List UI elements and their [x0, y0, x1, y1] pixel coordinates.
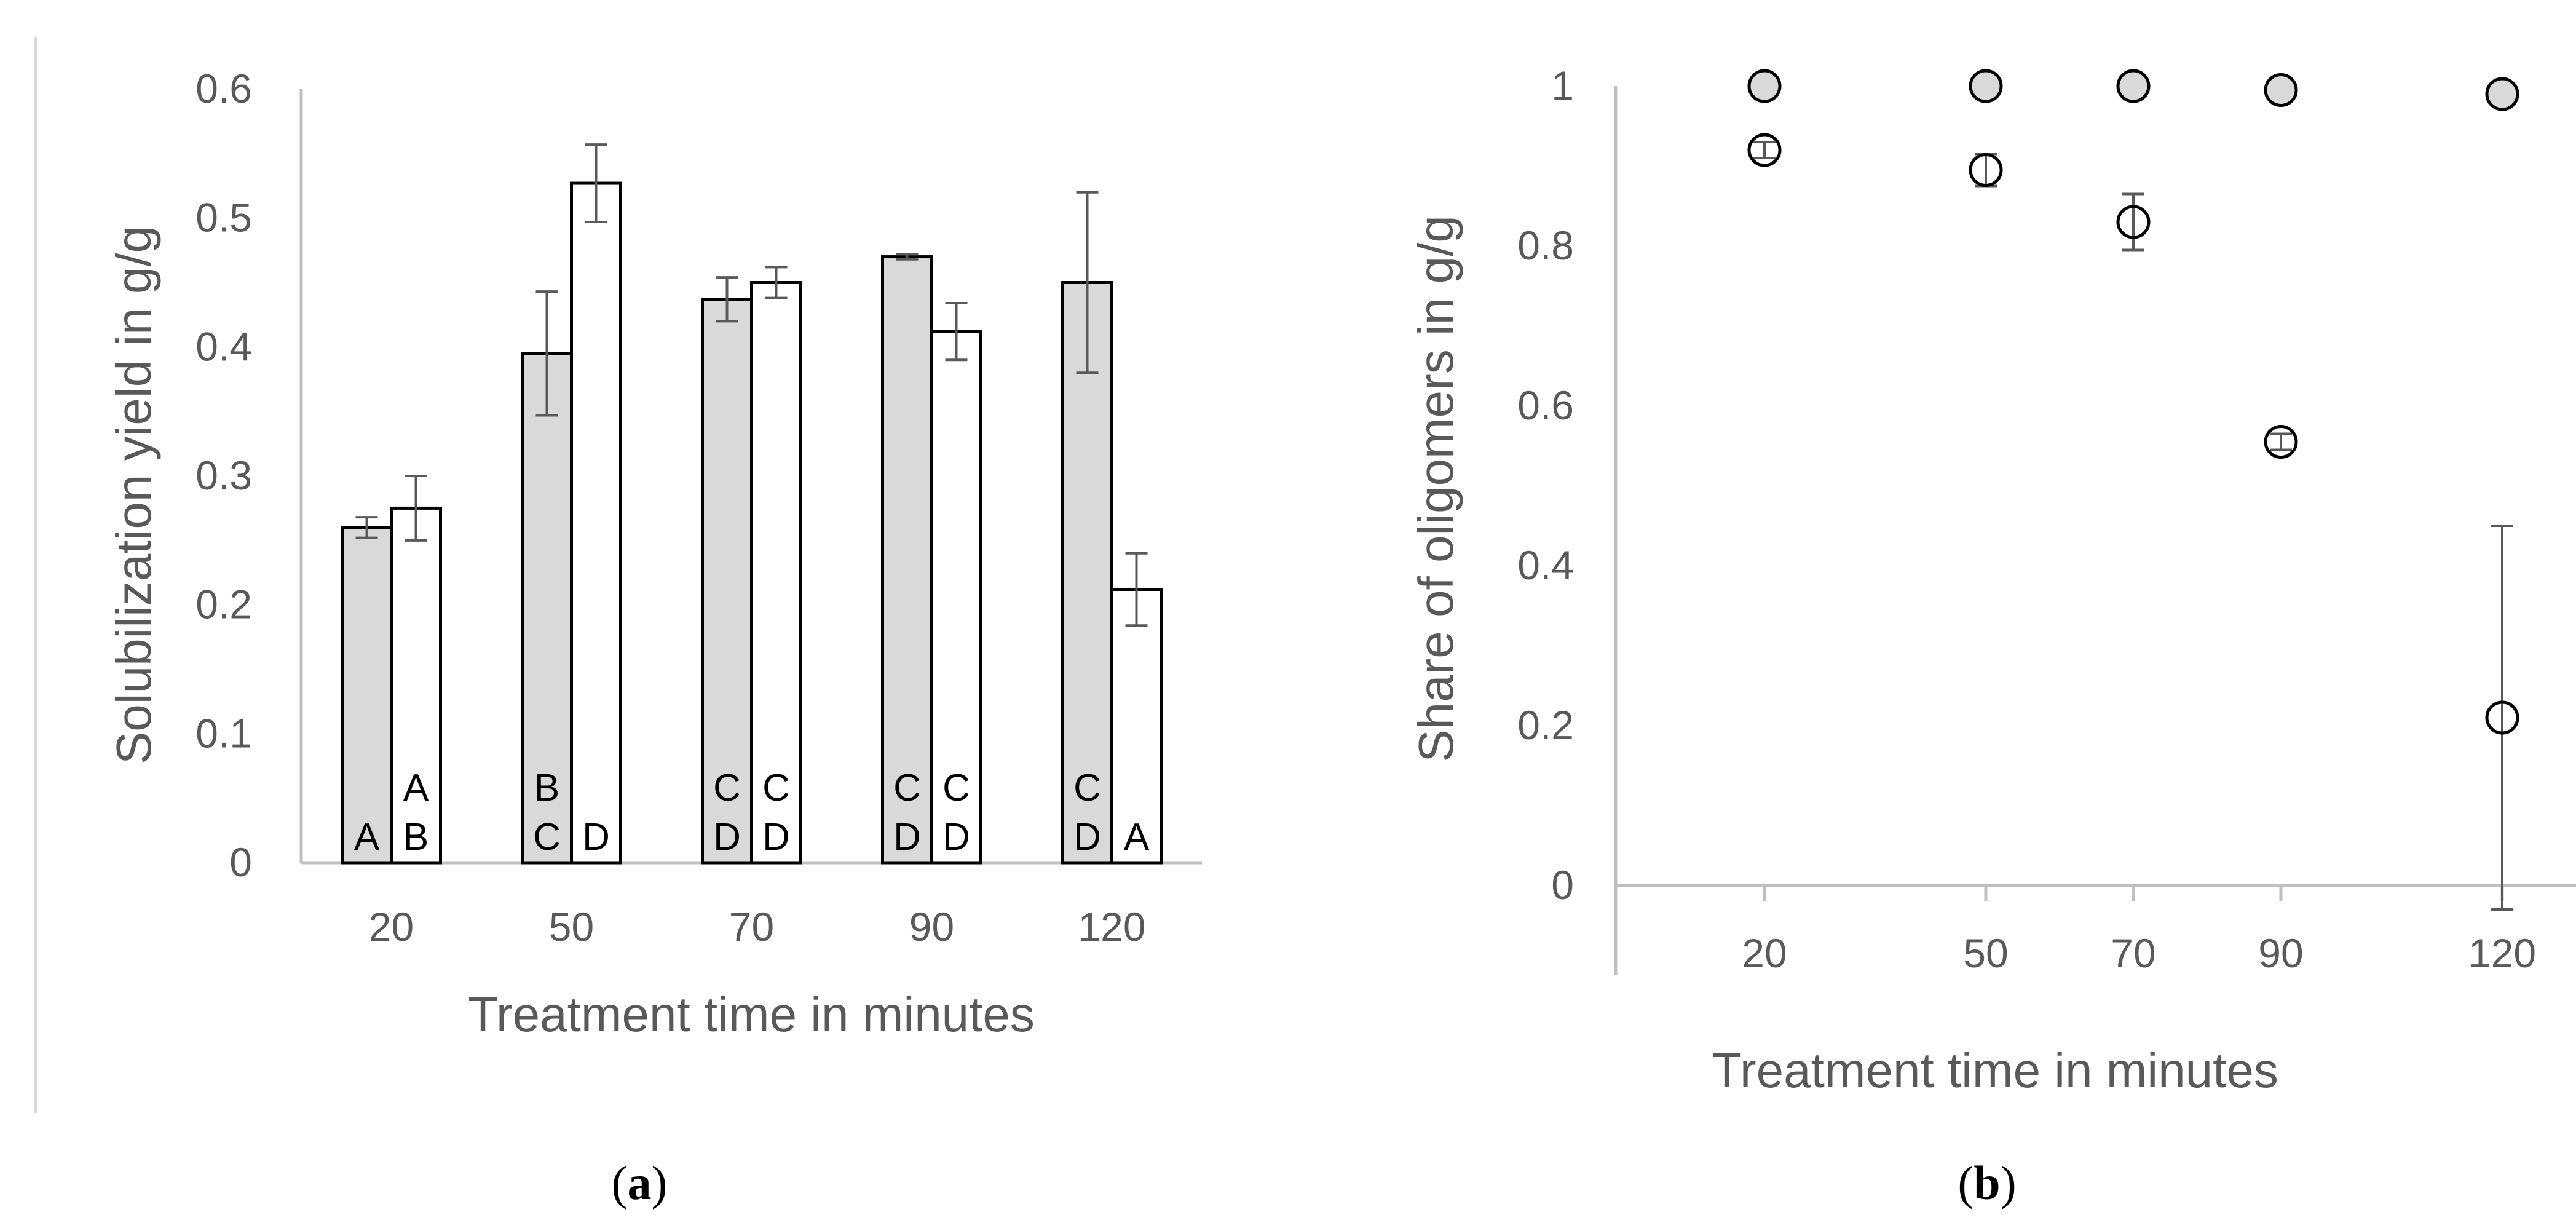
bar-gray-90: [881, 255, 933, 865]
point-open-50: [1969, 153, 2003, 187]
panel-b-ylabel: Share of oligomers in g/g: [1409, 215, 1463, 762]
panel-b-chart: 0 0.2 0.4 0.6 0.8 1 20 50 70 90 120 Share of olig…: [1409, 63, 2576, 1210]
panel-a-x-tick-label: 50: [549, 904, 594, 949]
errorbar-open-20: [1753, 141, 1776, 159]
point-filled-70: [2116, 69, 2151, 103]
bar-white-20: [390, 506, 442, 865]
bar-gray-120: [1061, 281, 1113, 865]
errorbar-gray-50: [535, 290, 558, 417]
significance-letter: D: [893, 816, 921, 858]
panel-b-label-open: (: [1958, 1156, 1973, 1210]
panel-b-x-tick-label: 50: [1963, 930, 2008, 976]
panel-a-y-tick-label: 0: [229, 839, 252, 885]
significance-letter: A: [1124, 816, 1150, 858]
significance-letter: D: [582, 816, 610, 858]
bar-white-50: [570, 181, 622, 865]
errorbar-white-50: [585, 143, 607, 223]
bar-gray-20: [341, 526, 393, 865]
point-open-90: [2264, 425, 2298, 459]
panel-a-y-tick-label: 0.2: [196, 582, 252, 627]
panel-b-label-close: ): [2001, 1156, 2017, 1210]
point-open-120: [2485, 700, 2519, 735]
bar-white-70: [750, 281, 802, 865]
panel-a-label: (a): [612, 1156, 668, 1210]
panel-b-x-tick-label: 120: [2468, 930, 2536, 976]
significance-letter: A: [354, 816, 380, 858]
bar-white-120: [1110, 588, 1163, 865]
panel-a-ylabel: Solubilization yield in g/g: [106, 226, 161, 764]
panel-b-x-tick-label: 90: [2258, 930, 2303, 976]
errorbar-white-90: [945, 302, 968, 362]
panel-b-xlabel: Treatment time in minutes: [1712, 1043, 2278, 1098]
panel-b-label: (b): [1958, 1156, 2016, 1210]
panel-a-x-tick-label: 120: [1078, 904, 1145, 949]
point-open-70: [2116, 205, 2151, 239]
panel-a-y-tick-label: 0.5: [196, 195, 252, 240]
point-filled-20: [1747, 69, 1782, 103]
errorbar-white-120: [1125, 552, 1148, 627]
significance-letter: C: [893, 767, 921, 809]
panel-a-x-tick-label: 70: [729, 904, 774, 949]
panel-a-xlabel: Treatment time in minutes: [468, 987, 1035, 1042]
panel-b-y-tick-label: 1: [1551, 63, 1574, 108]
errorbar-open-120: [2491, 525, 2513, 911]
significance-letter: D: [762, 816, 790, 858]
panel-a-label-close: ): [652, 1156, 668, 1210]
significance-letter: C: [762, 767, 790, 809]
panel-b-x-tick-label: 20: [1742, 930, 1787, 976]
bar-gray-50: [521, 352, 573, 865]
panel-a-x-tick-label: 20: [369, 904, 414, 949]
errorbar-gray-120: [1076, 191, 1099, 374]
panel-a-x-tick-label: 90: [909, 904, 954, 949]
panel-b-label-letter: b: [1973, 1156, 2000, 1210]
significance-letter: C: [713, 767, 741, 809]
errorbar-open-50: [1975, 153, 1997, 188]
significance-letter: C: [533, 816, 561, 858]
errorbar-open-70: [2122, 192, 2144, 252]
panel-b-x-tick-label: 70: [2111, 930, 2155, 976]
panel-a-y-tick-label: 0.3: [196, 453, 252, 498]
panel-b-y-tick-label: 0.2: [1517, 702, 1574, 748]
point-filled-120: [2485, 77, 2519, 111]
panel-a-y-tick-label: 0.1: [196, 710, 252, 756]
panel-b-y-tick-label: 0: [1551, 862, 1574, 908]
panel-a-y-tick-label: 0.4: [196, 323, 252, 369]
panel-b-y-tick-label: 0.8: [1517, 223, 1574, 268]
significance-letter: D: [1073, 816, 1101, 858]
significance-letter: B: [403, 816, 429, 858]
panel-b-y-tick-label: 0.6: [1517, 382, 1574, 428]
panel-b-y-tick-label: 0.4: [1517, 542, 1574, 588]
point-open-20: [1747, 133, 1782, 167]
errorbar-gray-20: [355, 516, 378, 539]
significance-letter: B: [534, 767, 559, 809]
panel-a-label-open: (: [612, 1156, 628, 1210]
errorbar-white-20: [405, 475, 427, 542]
panel-a-label-letter: a: [628, 1156, 652, 1210]
significance-letter: C: [942, 767, 970, 809]
significance-letter: A: [403, 767, 429, 809]
errorbar-white-70: [765, 266, 788, 299]
point-filled-90: [2264, 73, 2298, 107]
errorbar-open-90: [2270, 432, 2292, 451]
errorbar-gray-70: [716, 276, 738, 323]
significance-letter: D: [713, 816, 741, 858]
significance-letter: C: [1073, 767, 1101, 809]
point-filled-50: [1969, 69, 2003, 103]
errorbar-gray-90: [896, 253, 919, 261]
panel-a-y-tick-label: 0.6: [196, 66, 252, 111]
significance-letter: D: [942, 816, 970, 858]
